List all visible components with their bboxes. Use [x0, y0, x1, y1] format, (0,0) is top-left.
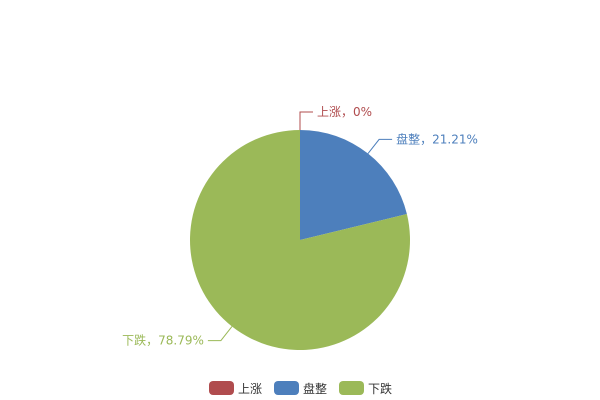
pie-slice-2[interactable]	[190, 130, 410, 350]
legend-item-1[interactable]: 盘整	[274, 381, 327, 396]
slice-label-2: 下跌，78.79%	[122, 333, 204, 348]
pie-slice-1[interactable]	[300, 130, 407, 240]
slice-labels: 上涨，0% 盘整，21.21% 下跌，78.79%	[122, 104, 478, 348]
legend-swatch-2	[339, 381, 364, 395]
legend-swatch-1	[274, 381, 299, 395]
legend-label-1: 盘整	[303, 381, 327, 396]
label-line-2	[207, 326, 233, 342]
legend-label-2: 下跌	[368, 381, 392, 396]
legend: 上涨 盘整 下跌	[209, 381, 392, 396]
slice-label-0: 上涨，0%	[317, 104, 372, 119]
legend-label-0: 上涨	[238, 381, 262, 396]
pie-slices	[190, 130, 410, 350]
legend-item-0[interactable]: 上涨	[209, 381, 262, 396]
legend-item-2[interactable]: 下跌	[339, 381, 392, 396]
legend-swatch-0	[209, 381, 234, 395]
slice-label-1: 盘整，21.21%	[396, 131, 478, 146]
label-line-1	[367, 138, 393, 154]
label-line-0	[299, 111, 313, 130]
